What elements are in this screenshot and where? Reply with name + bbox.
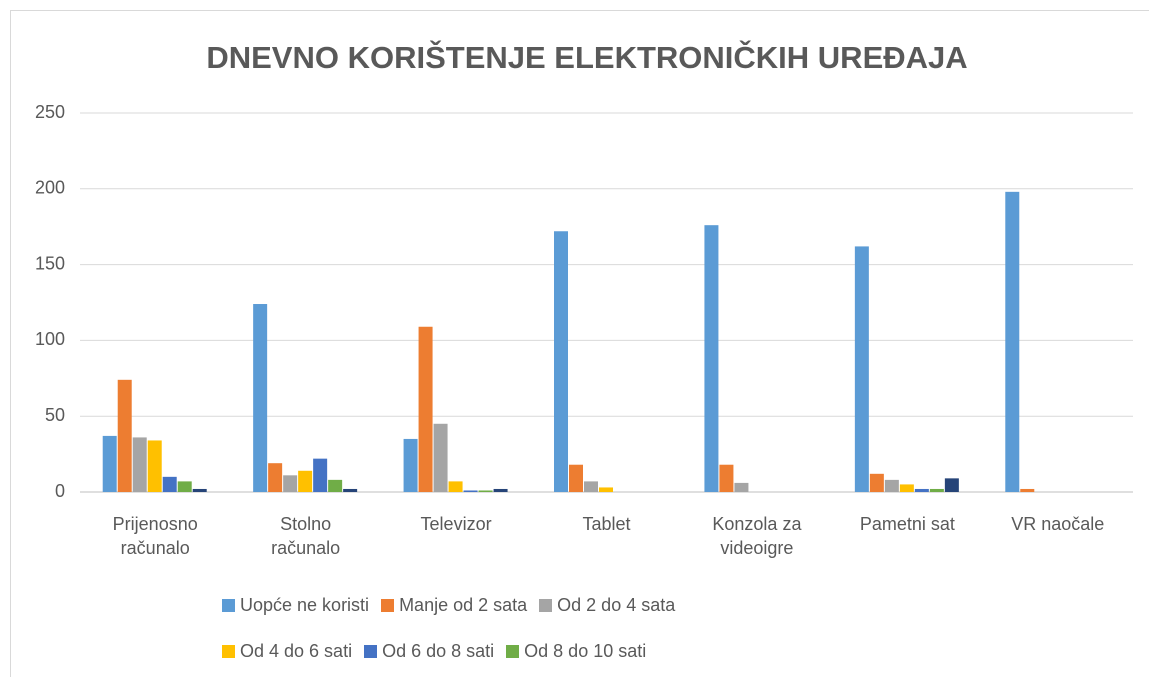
bar [463,490,478,492]
bar [1005,191,1020,492]
bar [1020,488,1035,492]
bar [929,488,944,492]
bar [448,481,463,492]
x-tick-label: Stolno računalo [271,514,341,558]
x-tick-label: Televizor [420,514,492,534]
bar [704,225,719,492]
bar [433,423,448,492]
bar [283,475,298,492]
legend-item: Od 4 do 6 sati [222,638,352,664]
bar [147,440,162,492]
legend-swatch [222,598,235,612]
bar [914,488,929,492]
legend-item: Od 2 do 4 sata [539,592,675,618]
bar [734,482,749,492]
legend-item: Uopće ne koristi [222,592,369,618]
bar [493,488,508,492]
bar [253,304,268,492]
y-tick-label: 200 [35,178,65,198]
legend-label: Manje od 2 sata [399,594,528,615]
y-tick-label: 100 [35,329,65,349]
legend-label: Od 8 do 10 sati [524,640,647,661]
bar [403,438,418,492]
legend-swatch [506,644,520,658]
bar [584,481,598,492]
bar [102,435,117,492]
y-tick-label: 0 [55,481,65,501]
bar [132,437,147,492]
bar [418,326,433,492]
legend-item: Od 6 do 8 sati [364,638,494,664]
legend-item: Manje od 2 sata [381,592,527,618]
bar [569,464,583,492]
bar [719,464,734,492]
bar [298,470,313,492]
legend-swatch [364,644,378,658]
bar [599,487,613,492]
legend-swatch [539,598,553,612]
x-tick-label: Prijenosno računalo [112,514,198,558]
bar [478,490,493,492]
bar [192,488,207,492]
bar [554,231,568,493]
bar [944,478,959,492]
y-tick-label: 250 [35,102,65,122]
legend-item: Od 8 do 10 sati [506,638,646,664]
bar [854,246,869,492]
legend: Uopće ne koristi Manje od 2 sata Od 2 do 4… [222,592,782,677]
bar [177,481,192,492]
legend-label: Od 2 do 4 sata [557,594,676,615]
x-tick-label: Konzola za videoigre [712,514,802,558]
x-tick-label: VR naočale [1011,514,1105,534]
chart-title: DNEVNO KORIŠTENJE ELEKTRONIČKIH UREĐAJA [206,39,967,75]
bar [328,479,343,492]
bar [162,476,177,492]
legend-swatch [381,598,395,612]
bar [899,484,914,492]
y-tick-label: 50 [45,405,65,425]
bar [869,473,884,492]
y-tick-label: 150 [35,253,65,273]
x-tick-label: Pametni sat [859,514,955,534]
bar [268,463,283,492]
chart-border [10,10,1149,677]
legend-label: Od 4 do 6 sati [240,640,353,661]
legend-swatch [222,644,235,658]
bar [117,379,132,492]
bar [884,479,899,492]
x-tick-label: Tablet [582,514,631,534]
legend-label: Uopće ne koristi [240,594,370,615]
bar [313,458,328,492]
bar [343,488,358,492]
legend-label: Od 6 do 8 sati [382,640,495,661]
